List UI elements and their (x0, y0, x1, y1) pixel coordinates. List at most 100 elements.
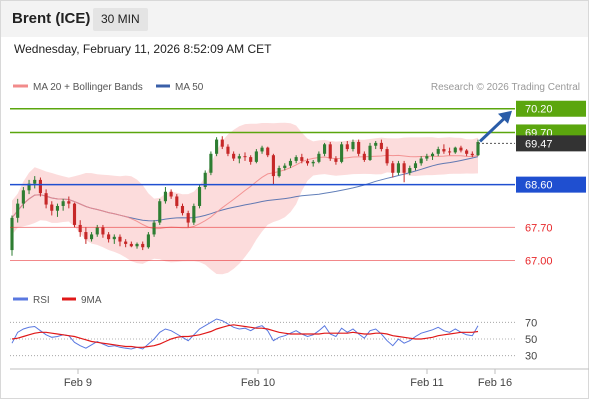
candle-body (107, 234, 111, 240)
timeframe-button[interactable]: 30 MIN (93, 8, 148, 31)
rsi-ma-legend-label: 9MA (81, 295, 102, 306)
candle-body (430, 153, 435, 157)
candle-body (10, 217, 14, 251)
level-label-67.70: 67.70 (525, 222, 553, 234)
candle-body (266, 147, 270, 156)
candle-body (152, 222, 156, 235)
rsi-tick-70: 70 (525, 317, 537, 329)
candle-body (141, 243, 145, 248)
candle-body (436, 149, 440, 154)
level-tag-70.20 (516, 100, 586, 117)
candle-body (419, 158, 423, 164)
x-tick-label: Feb 10 (241, 377, 275, 389)
candle-body (38, 179, 42, 194)
candle-body (322, 144, 327, 154)
candle-body (135, 243, 139, 247)
candle-body (465, 150, 469, 154)
candle-body (448, 151, 452, 153)
ma20-legend-label: MA 20 + Bollinger Bands (33, 82, 143, 93)
candle-body (260, 147, 264, 152)
symbol-title: Brent (ICE) (12, 10, 91, 27)
candle-body (95, 227, 99, 235)
x-tick-label: Feb 11 (410, 377, 443, 389)
candle-body (402, 163, 406, 173)
candle-body (385, 149, 389, 164)
level-tag-68.60 (516, 176, 586, 193)
current-price-tag (516, 135, 586, 152)
candle-body (215, 139, 219, 154)
candle-body (197, 187, 202, 206)
candle-body (21, 190, 25, 204)
candle-body (334, 158, 338, 162)
candle-body (118, 236, 122, 242)
candle-body (357, 141, 361, 154)
candle-body (192, 205, 196, 223)
candle-body (101, 227, 105, 235)
candle-body (84, 232, 88, 240)
header-bar: Brent (ICE) 30 MIN (1, 1, 588, 37)
candle-body (33, 179, 37, 184)
candle-body (67, 201, 71, 204)
candle-body (16, 203, 20, 218)
level-label-68.60: 68.60 (525, 180, 553, 192)
candle-body (249, 157, 253, 162)
candle-body (470, 153, 474, 156)
candle-body (311, 161, 315, 164)
rsi-line (11, 318, 479, 350)
rsi-legend-label: RSI (33, 295, 50, 306)
candle-body (129, 243, 133, 247)
candle-body (345, 144, 349, 150)
bollinger-band (12, 122, 478, 275)
candle-body (396, 163, 401, 173)
candle-body (203, 172, 207, 187)
level-label-70.20: 70.20 (525, 104, 553, 116)
candle-body (283, 165, 287, 169)
candle-body (340, 144, 344, 162)
x-axis: Feb 9 Feb 10 Feb 11 Feb 16 (64, 369, 512, 389)
rsi-ma-line (11, 324, 479, 348)
candle-body (50, 204, 54, 211)
candle-body (220, 139, 224, 147)
candle-body (232, 153, 236, 159)
candle-body (300, 157, 304, 161)
candle-body (459, 147, 463, 151)
candle-body (44, 193, 48, 205)
candle-body (61, 201, 65, 206)
ma50-legend-label: MA 50 (175, 82, 204, 93)
candle-body (374, 142, 378, 146)
candle-body (362, 153, 366, 160)
candle-body (351, 141, 355, 150)
candle-body (368, 145, 372, 160)
rsi-panel: 70 50 30 (10, 317, 537, 363)
candle-body (180, 205, 185, 214)
x-tick-label: Feb 16 (478, 377, 512, 389)
candle-body (89, 234, 94, 240)
candle-body (78, 224, 82, 233)
candle-body (271, 155, 275, 177)
candle-body (112, 236, 116, 240)
candle-body (72, 203, 77, 225)
candle-body (158, 201, 162, 223)
candle-body (175, 196, 179, 206)
candle-body (243, 156, 247, 158)
copyright-label: Research © 2026 Trading Central (431, 82, 580, 93)
level-label-67.00: 67.00 (525, 256, 553, 268)
datetime-label: Wednesday, February 11, 2026 8:52:09 AM … (14, 42, 272, 56)
forecast-arrow-icon (478, 115, 508, 143)
candle-body (288, 160, 293, 166)
candle-body (55, 205, 60, 211)
candle-body (237, 156, 241, 159)
candle-body (391, 163, 395, 173)
candle-body (277, 168, 281, 177)
x-tick-label: Feb 9 (64, 377, 92, 389)
candle-body (254, 151, 258, 162)
candle-body (226, 146, 230, 154)
candle-body (163, 191, 168, 202)
main-plot-area (10, 122, 480, 275)
ma20-line (11, 154, 479, 230)
candle-body (453, 147, 457, 153)
candle-body (146, 234, 150, 248)
candle-body (169, 191, 173, 197)
